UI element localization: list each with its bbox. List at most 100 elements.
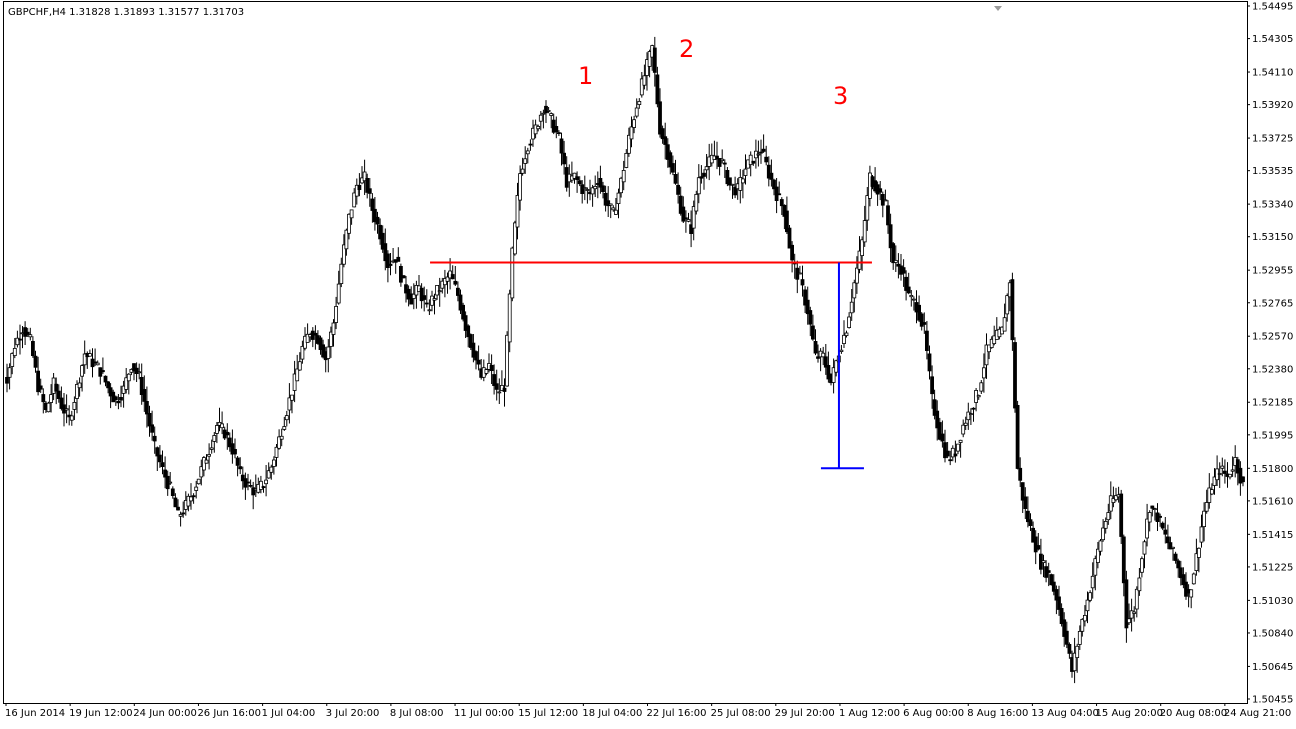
price-tick-label: 1.53725 <box>1252 134 1293 145</box>
candle-body <box>813 340 818 354</box>
candle-body <box>510 247 515 299</box>
candle-body <box>287 397 292 411</box>
time-tick-label: 8 Jul 08:00 <box>390 708 444 719</box>
target-projection[interactable] <box>820 262 864 470</box>
candle-body <box>437 290 442 293</box>
candle-body <box>46 402 51 413</box>
candle-body <box>134 367 139 375</box>
candle-body <box>741 178 745 184</box>
candle-body <box>380 232 385 250</box>
candle-body <box>917 304 921 321</box>
candle-body <box>72 401 77 410</box>
symbol-header: GBPCHF,H4 1.31828 1.31893 1.31577 1.3170… <box>8 7 244 18</box>
time-tick-label: 25 Jul 08:00 <box>711 708 771 719</box>
time-axis[interactable]: 16 Jun 2014 19 Jun 12:00 24 Jun 00:00 26 Ju… <box>5 703 1291 719</box>
candle-body <box>559 138 564 154</box>
candle-body <box>772 179 776 190</box>
scroll-arrow-icon[interactable] <box>994 6 1002 11</box>
candle-body <box>113 396 118 401</box>
candle-body <box>627 134 631 154</box>
candle-body <box>681 206 686 222</box>
candle-body <box>1121 536 1126 584</box>
candle-body <box>860 239 864 257</box>
price-axis[interactable]: 1.54495 1.54305 1.54110 1.53920 1.53725 1.535… <box>1247 2 1293 706</box>
candle-body <box>1176 560 1181 569</box>
candle-body <box>1173 553 1178 561</box>
candle-body <box>834 360 839 373</box>
candle-body <box>660 128 665 140</box>
candle-body <box>1020 482 1025 501</box>
candle-body <box>1083 615 1087 622</box>
candles <box>5 36 1245 684</box>
candle-body <box>461 304 466 320</box>
candle-body <box>839 349 844 353</box>
candle-body <box>225 431 230 436</box>
candle-body <box>5 376 9 384</box>
candle-body <box>982 367 986 379</box>
candle-body <box>1051 581 1056 592</box>
candle-body <box>676 184 680 195</box>
candle-body <box>678 195 683 214</box>
candle-body <box>655 74 660 105</box>
candle-body <box>318 337 323 350</box>
candle-body <box>785 210 789 233</box>
candle-body <box>616 192 621 205</box>
candle-body <box>715 155 719 160</box>
candle-body <box>357 184 362 191</box>
candle-body <box>1096 548 1100 564</box>
price-tick-label: 1.54495 <box>1252 2 1293 13</box>
candle-body <box>585 189 590 191</box>
time-tick-label: 22 Jul 16:00 <box>647 708 707 719</box>
candle-body <box>1220 465 1225 469</box>
candle-body <box>800 279 805 286</box>
candle-body <box>1103 521 1108 529</box>
candle-body <box>1217 473 1222 475</box>
candle-body <box>1010 279 1015 341</box>
candle-body <box>956 443 960 452</box>
candle-body <box>7 367 12 378</box>
price-tick-label: 1.52380 <box>1252 364 1293 375</box>
candle-body <box>191 495 196 498</box>
candle-body <box>603 192 608 206</box>
candle-body <box>334 305 339 323</box>
candle-body <box>235 457 240 466</box>
candle-body <box>1028 519 1033 527</box>
candle-body <box>1137 577 1142 592</box>
candle-body <box>1129 610 1134 619</box>
candle-body <box>1041 560 1046 564</box>
time-tick-label: 6 Aug 00:00 <box>903 708 964 719</box>
candle-body <box>1062 619 1067 637</box>
candle-body <box>1235 459 1240 474</box>
candle-body <box>621 169 626 183</box>
price-tick-label: 1.51800 <box>1252 464 1293 475</box>
candle-body <box>787 227 792 249</box>
candle-body <box>1036 545 1041 550</box>
candle-body <box>1194 553 1199 572</box>
candle-body <box>430 295 434 306</box>
candle-body <box>269 466 274 473</box>
candle-body <box>639 78 644 96</box>
time-tick-label: 11 Jul 00:00 <box>454 708 514 719</box>
candle-body <box>1207 487 1212 503</box>
price-tick-label: 1.50455 <box>1252 695 1293 706</box>
candle-body <box>126 373 131 382</box>
candle-body <box>341 244 346 265</box>
candle-body <box>505 334 510 387</box>
candle-body <box>116 400 121 404</box>
candle-body <box>536 126 541 130</box>
candle-body <box>525 150 530 155</box>
candle-body <box>207 454 212 457</box>
candle-body <box>1090 575 1095 589</box>
candle-body <box>1204 502 1209 512</box>
candle-body <box>375 216 380 225</box>
candle-body <box>878 188 883 193</box>
candle-body <box>1132 611 1137 614</box>
time-tick-label: 8 Aug 16:00 <box>967 708 1028 719</box>
candle-body <box>385 253 390 268</box>
candle-body <box>80 365 84 377</box>
candle-body <box>455 287 460 296</box>
candle-body <box>435 284 440 296</box>
candle-body <box>1142 541 1147 555</box>
